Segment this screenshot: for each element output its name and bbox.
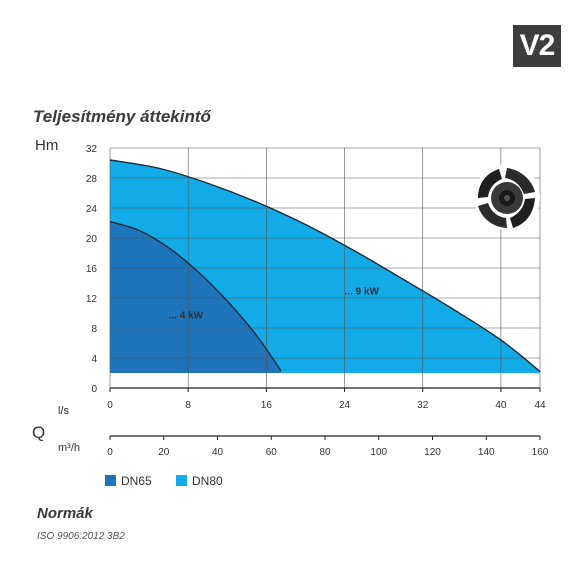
x-tick-label: 40 [495, 400, 507, 411]
y-tick-label: 12 [86, 294, 98, 305]
y-tick-label: 0 [91, 384, 97, 395]
x-tick-label: 44 [534, 400, 546, 411]
y-tick-label: 24 [86, 204, 98, 215]
x2-tick-label: 140 [478, 447, 495, 458]
legend-swatch-dn65 [105, 475, 116, 486]
y-tick-label: 16 [86, 264, 98, 275]
x2-tick-label: 20 [158, 447, 170, 458]
x2-tick-label: 0 [107, 447, 113, 458]
standards-heading: Normák [37, 505, 93, 522]
x-tick-label: 24 [339, 400, 351, 411]
x-tick-label: 32 [417, 400, 429, 411]
version-badge: V2 [513, 25, 561, 67]
x2-tick-label: 100 [370, 447, 387, 458]
curve-dn65 [109, 220, 282, 372]
y-axis-label: Hm [35, 137, 58, 154]
legend-swatch-dn80 [176, 475, 187, 486]
curve-dn80 [109, 159, 541, 373]
y-tick-label: 4 [91, 354, 97, 365]
x-tick-label: 0 [107, 400, 113, 411]
chart-title: Teljesítmény áttekintő [33, 107, 211, 126]
x-tick-label: 8 [185, 400, 191, 411]
y-tick-label: 32 [86, 144, 98, 155]
x-axis-label: Q [32, 423, 45, 442]
x2-tick-label: 80 [319, 447, 331, 458]
x-unit-primary: l/s [58, 405, 70, 417]
standards-code: ISO 9906:2012 3B2 [37, 531, 125, 542]
x-tick-label: 16 [261, 400, 273, 411]
y-tick-label: 28 [86, 174, 98, 185]
x-unit-secondary: m³/h [58, 442, 80, 454]
impeller-icon [474, 164, 540, 230]
legend-label-dn65: DN65 [121, 474, 152, 488]
x2-tick-label: 60 [266, 447, 278, 458]
y-tick-label: 8 [91, 324, 97, 335]
x2-tick-label: 40 [212, 447, 224, 458]
x2-tick-label: 160 [532, 447, 549, 458]
area-dn65 [110, 221, 282, 373]
power-label-dn80: ... 9 kW [345, 286, 380, 297]
power-label-dn65: ... 4 kW [169, 310, 204, 321]
x2-tick-label: 120 [424, 447, 441, 458]
y-tick-label: 20 [86, 234, 98, 245]
legend-label-dn80: DN80 [192, 474, 223, 488]
